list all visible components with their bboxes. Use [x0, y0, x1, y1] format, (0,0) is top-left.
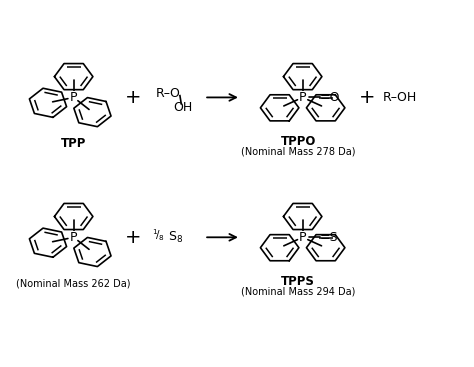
Text: TPPS: TPPS: [281, 275, 315, 288]
Text: =O: =O: [320, 91, 340, 104]
Text: OH: OH: [173, 101, 193, 114]
Text: TPP: TPP: [61, 137, 86, 150]
Text: (Nominal Mass 262 Da): (Nominal Mass 262 Da): [17, 279, 131, 288]
Text: P: P: [70, 231, 77, 244]
Text: (Nominal Mass 294 Da): (Nominal Mass 294 Da): [241, 287, 356, 297]
Text: R–O: R–O: [156, 87, 181, 100]
Text: P: P: [70, 91, 77, 104]
Text: +: +: [125, 228, 141, 247]
Text: (Nominal Mass 278 Da): (Nominal Mass 278 Da): [241, 147, 356, 157]
Text: R–OH: R–OH: [383, 91, 417, 104]
Text: P: P: [299, 231, 306, 244]
Text: TPPO: TPPO: [281, 135, 316, 148]
Text: +: +: [125, 88, 141, 107]
Text: P: P: [299, 91, 306, 104]
Text: +: +: [358, 88, 375, 107]
Text: =S: =S: [320, 231, 339, 244]
Text: $^{1}\!/_{8}$: $^{1}\!/_{8}$: [152, 228, 164, 243]
Text: S$_{8}$: S$_{8}$: [168, 230, 183, 245]
